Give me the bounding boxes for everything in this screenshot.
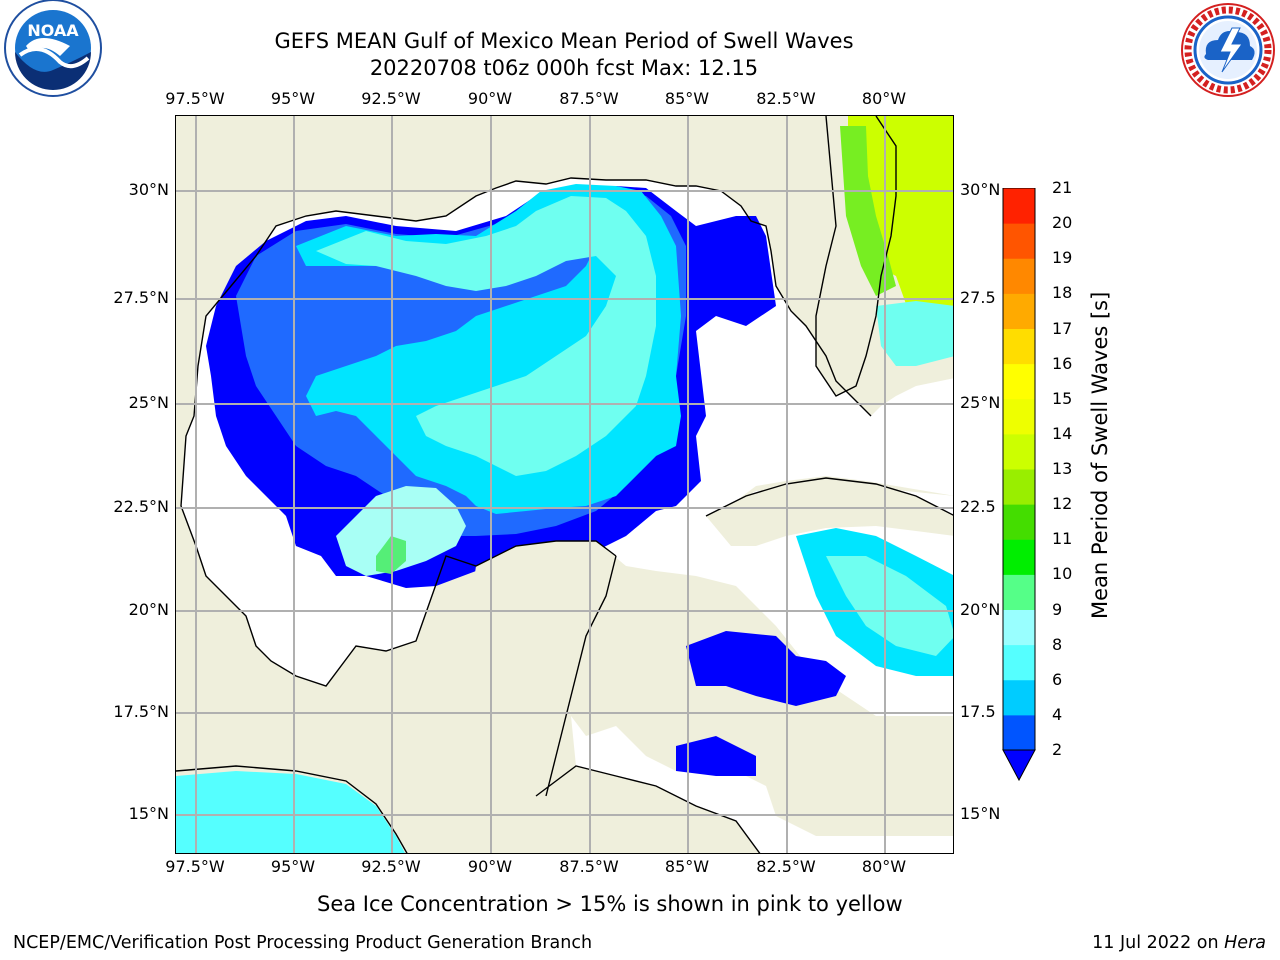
colorbar-tick: 12 (1052, 494, 1073, 514)
lat-tick-left: 30°N (128, 180, 169, 199)
colorbar-segment (1003, 644, 1035, 681)
lon-tick-top: 87.5°W (559, 89, 619, 108)
map-panel (175, 115, 954, 854)
colorbar-tick: 11 (1052, 529, 1073, 549)
colorbar-tick: 10 (1052, 564, 1073, 584)
atlantic-green (840, 126, 896, 296)
lon-tick-bottom: 97.5°W (165, 857, 225, 876)
lon-tick-top: 85°W (664, 89, 710, 108)
graticule (176, 116, 953, 853)
lon-tick-bottom: 87.5°W (559, 857, 619, 876)
colorbar-segment (1003, 609, 1035, 646)
colorbar-tick: 14 (1052, 423, 1073, 443)
colorbar-tick: 16 (1052, 353, 1073, 373)
yucatan-land (377, 541, 616, 853)
coastline-yucatan (535, 555, 761, 853)
colorbar-segment (1003, 539, 1035, 575)
atlantic-cyan (876, 301, 953, 366)
colorbar-tick: 9 (1052, 599, 1063, 619)
lat-tick-left: 25°N (128, 393, 169, 412)
colorbar-segment (1003, 469, 1035, 505)
lat-tick-right: 17.5 (960, 702, 996, 721)
colorbar-tick: 4 (1052, 704, 1063, 724)
wave-field-lightcyan (316, 196, 656, 476)
footer-host: Hera (1224, 933, 1266, 953)
lon-tick-bottom: 82.5°W (756, 857, 816, 876)
colorbar-tick: 17 (1052, 318, 1073, 338)
colorbar-tick: 6 (1052, 669, 1063, 689)
lat-tick-right: 30°N (960, 180, 1001, 199)
colorbar-tick: 18 (1052, 283, 1073, 303)
colorbar (1002, 187, 1036, 782)
lon-tick-top: 92.5°W (361, 89, 421, 108)
colorbar-segment (1003, 433, 1035, 470)
lat-tick-left: 17.5°N (113, 702, 169, 721)
colorbar-label: Mean Period of Swell Waves [s] (1088, 291, 1112, 619)
lat-tick-left: 15°N (128, 804, 169, 823)
lon-tick-bottom: 90°W (467, 857, 513, 876)
colorbar-extend-arrow (1002, 749, 1036, 782)
colorbar-border (1002, 187, 1036, 751)
colorbar-tick: 20 (1052, 213, 1073, 233)
caribbean-lightcyan (826, 556, 953, 656)
lat-tick-left: 22.5°N (113, 497, 169, 516)
colorbar-segment (1003, 293, 1035, 329)
lat-tick-left: 20°N (128, 600, 169, 619)
map-canvas (176, 116, 953, 853)
colorbar-segment (1003, 328, 1035, 365)
pacific-cyan (176, 771, 405, 853)
colorbar-svg (1002, 187, 1036, 782)
lat-tick-right: 22.5 (960, 497, 996, 516)
caribbean-blue-2 (676, 736, 756, 776)
lon-tick-bottom: 92.5°W (361, 857, 421, 876)
lat-tick-right: 20°N (960, 600, 1001, 619)
lon-tick-bottom: 80°W (861, 857, 907, 876)
colorbar-tick: 15 (1052, 388, 1073, 408)
noaa-logo: NOAA (0, 0, 106, 106)
lat-tick-right: 15°N (960, 804, 1001, 823)
caribbean-blue (686, 631, 846, 706)
coastline-pacific (176, 765, 408, 853)
colorbar-segment (1003, 504, 1035, 540)
nws-logo (1176, 2, 1280, 102)
colorbar-tick: 2 (1052, 740, 1063, 759)
chart-subtitle: 20220708 t06z 000h fcst Max: 12.15 (369, 56, 759, 80)
lon-tick-bottom: 85°W (664, 857, 710, 876)
lon-tick-top: 90°W (467, 89, 513, 108)
lon-tick-top: 80°W (861, 89, 907, 108)
lat-tick-right: 25°N (960, 393, 1001, 412)
colorbar-segment (1003, 679, 1035, 716)
lat-tick-left: 27.5°N (113, 288, 169, 307)
colorbar-segment (1003, 363, 1035, 400)
colorbar-segment (1003, 258, 1035, 294)
colorbar-tick: 13 (1052, 459, 1073, 478)
colorbar-segment (1003, 188, 1035, 224)
colorbar-tick: 19 (1052, 248, 1073, 268)
sea-ice-note: Sea Ice Concentration > 15% is shown in … (317, 892, 903, 916)
footer-credit: NCEP/EMC/Verification Post Processing Pr… (13, 933, 593, 953)
coastline-mexico (180, 505, 617, 687)
footer-date-text: 11 Jul 2022 on (1092, 933, 1219, 953)
colorbar-segment (1003, 398, 1035, 435)
cuba-land (706, 478, 953, 546)
colorbar-segment (1003, 223, 1035, 259)
coastline (180, 177, 872, 507)
colorbar-tick: 21 (1052, 178, 1073, 197)
noaa-logo-text: NOAA (27, 21, 79, 40)
chart-title: GEFS MEAN Gulf of Mexico Mean Period of … (274, 29, 854, 53)
colorbar-segment (1003, 574, 1035, 610)
colorbar-segment (1003, 714, 1035, 751)
lon-tick-top: 97.5°W (165, 89, 225, 108)
central-america-land (536, 766, 760, 853)
lon-tick-top: 82.5°W (756, 89, 816, 108)
lat-tick-right: 27.5 (960, 288, 996, 307)
lon-tick-top: 95°W (270, 89, 316, 108)
footer-date: 11 Jul 2022 on Hera (1092, 932, 1266, 954)
colorbar-tick: 8 (1052, 634, 1063, 654)
coastline-cuba (705, 477, 953, 517)
coastline-florida (815, 116, 897, 397)
lon-tick-bottom: 95°W (270, 857, 316, 876)
